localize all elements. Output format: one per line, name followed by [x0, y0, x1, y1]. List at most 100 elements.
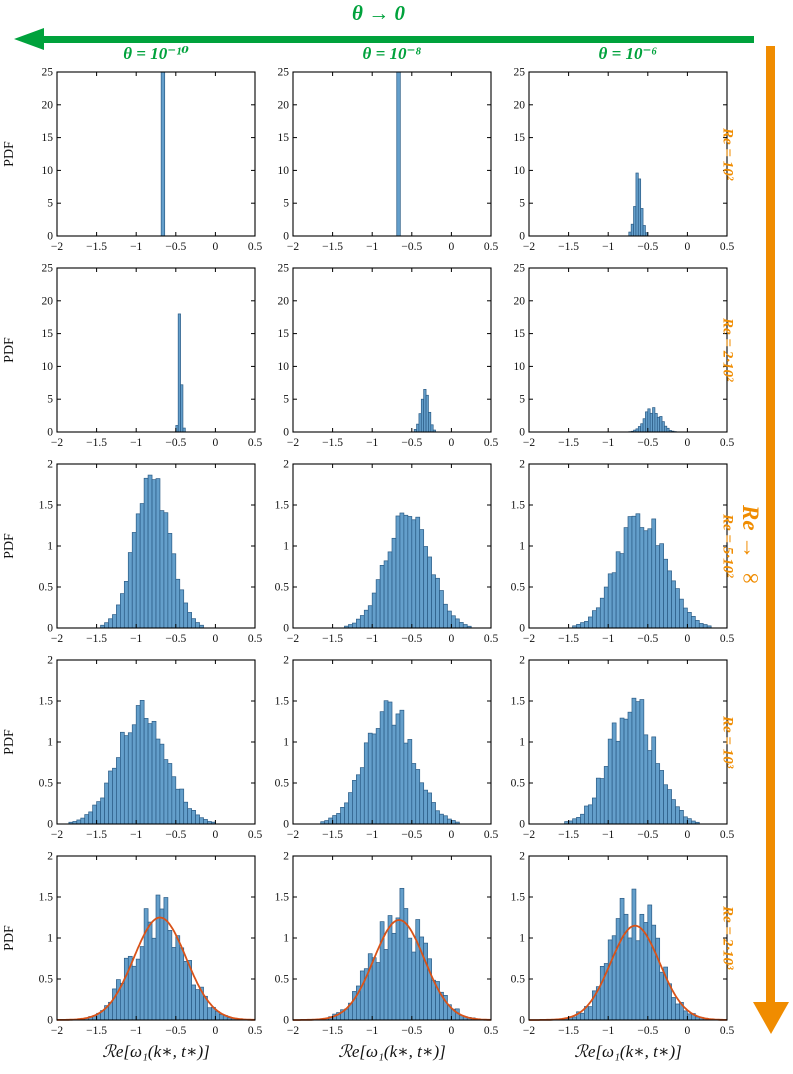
histogram-panel-r2c3: −2 −1.5 −1 −0.5 0 0.5 0 5 10 15 20 25: [514, 263, 735, 450]
svg-text:0: 0: [283, 819, 289, 831]
svg-text:2: 2: [47, 655, 53, 667]
svg-text:0.5: 0.5: [720, 829, 735, 841]
svg-text:1: 1: [283, 737, 289, 749]
svg-text:1: 1: [47, 933, 53, 945]
row-label-re-1: Re = 10²: [719, 127, 736, 181]
svg-text:0.5: 0.5: [484, 633, 499, 645]
histogram-panel-r5c3: −2 −1.5 −1 −0.5 0 0.5 0 0.5 1 1.5 2: [511, 851, 735, 1038]
svg-text:0: 0: [519, 1015, 525, 1027]
svg-text:0: 0: [685, 437, 691, 449]
svg-text:5: 5: [47, 198, 53, 210]
svg-text:0: 0: [213, 1025, 219, 1037]
svg-text:0: 0: [47, 1015, 53, 1027]
svg-text:2: 2: [519, 851, 525, 863]
svg-text:0.5: 0.5: [511, 582, 526, 594]
y-axis-label-pdf: PDF: [2, 729, 17, 755]
svg-text:−1: −1: [130, 1025, 142, 1037]
svg-text:15: 15: [514, 328, 526, 340]
svg-text:5: 5: [519, 394, 525, 406]
svg-text:−1.5: −1.5: [322, 1025, 343, 1037]
histogram-panel-r2c1: −2 −1.5 −1 −0.5 0 0.5 0 5 10 15 20 25: [42, 263, 263, 450]
svg-text:−1: −1: [366, 829, 378, 841]
svg-text:0: 0: [519, 231, 525, 243]
svg-text:25: 25: [514, 263, 526, 275]
svg-text:−2: −2: [287, 829, 299, 841]
svg-text:0.5: 0.5: [275, 778, 290, 790]
svg-text:0.5: 0.5: [720, 633, 735, 645]
svg-text:1.5: 1.5: [39, 892, 54, 904]
column-title-theta-1e-8: θ = 10⁻⁸: [362, 44, 422, 63]
svg-text:0: 0: [47, 819, 53, 831]
svg-text:0.5: 0.5: [248, 829, 263, 841]
row-label-re-3: Re = 5·10²: [719, 514, 736, 578]
svg-text:−2: −2: [287, 633, 299, 645]
svg-text:−1.5: −1.5: [558, 1025, 579, 1037]
svg-text:0: 0: [519, 427, 525, 439]
svg-text:−0.5: −0.5: [401, 1025, 422, 1037]
histogram-panel-r4c3: −2 −1.5 −1 −0.5 0 0.5 0 0.5 1 1.5 2: [511, 655, 735, 842]
svg-text:15: 15: [514, 132, 526, 144]
y-axis-label-pdf: PDF: [2, 925, 17, 951]
histogram-panel-r3c1: −2 −1.5 −1 −0.5 0 0.5 0 0.5 1 1.5 2: [39, 459, 263, 646]
svg-text:0: 0: [519, 819, 525, 831]
svg-text:20: 20: [514, 99, 526, 111]
svg-text:−1: −1: [130, 241, 142, 253]
y-axis-label-pdf: PDF: [2, 533, 17, 559]
row-label-re-2: Re = 2·10²: [719, 318, 736, 382]
svg-text:0: 0: [283, 427, 289, 439]
svg-text:−1: −1: [602, 1025, 614, 1037]
svg-text:−2: −2: [287, 241, 299, 253]
histogram-panel-r3c2: −2 −1.5 −1 −0.5 0 0.5 0 0.5 1 1.5 2: [275, 459, 499, 646]
re-arrow-shaft-vertical: [766, 46, 775, 1004]
svg-text:2: 2: [47, 851, 53, 863]
theta-limit-label: θ → 0: [352, 1, 405, 25]
svg-text:0: 0: [449, 829, 455, 841]
svg-text:−1.5: −1.5: [86, 437, 107, 449]
svg-text:0: 0: [283, 1015, 289, 1027]
svg-text:−1: −1: [130, 829, 142, 841]
svg-text:1: 1: [47, 737, 53, 749]
histogram-panel-r1c3: −2 −1.5 −1 −0.5 0 0.5 0 5 10 15 20 25: [514, 67, 735, 254]
svg-text:20: 20: [42, 99, 54, 111]
svg-text:10: 10: [278, 361, 290, 373]
svg-text:−0.5: −0.5: [165, 437, 186, 449]
svg-text:1.5: 1.5: [39, 696, 54, 708]
svg-text:15: 15: [278, 132, 290, 144]
svg-text:20: 20: [514, 295, 526, 307]
svg-text:0: 0: [449, 241, 455, 253]
svg-text:−1: −1: [366, 241, 378, 253]
svg-text:−1: −1: [602, 241, 614, 253]
svg-text:0: 0: [685, 829, 691, 841]
svg-text:0.5: 0.5: [484, 829, 499, 841]
svg-text:0.5: 0.5: [248, 633, 263, 645]
histogram-panel-r4c2: −2 −1.5 −1 −0.5 0 0.5 0 0.5 1 1.5 2: [275, 655, 499, 842]
svg-text:0.5: 0.5: [39, 582, 54, 594]
svg-text:0: 0: [449, 1025, 455, 1037]
svg-text:20: 20: [278, 99, 290, 111]
svg-text:−1: −1: [602, 437, 614, 449]
svg-text:−2: −2: [51, 633, 63, 645]
svg-text:0: 0: [685, 1025, 691, 1037]
svg-text:−2: −2: [287, 1025, 299, 1037]
svg-text:−2: −2: [523, 1025, 535, 1037]
svg-text:−2: −2: [287, 437, 299, 449]
svg-text:−1: −1: [366, 633, 378, 645]
svg-text:0.5: 0.5: [39, 974, 54, 986]
svg-text:0: 0: [47, 427, 53, 439]
svg-text:0: 0: [47, 623, 53, 635]
panel-grid: −2 −1.5 −1 −0.5 0 0.5 0 5 10 15 20 25 −2 −1.5 −1 −0.5 0…: [24, 66, 735, 1046]
svg-text:10: 10: [514, 165, 526, 177]
svg-text:0: 0: [685, 241, 691, 253]
svg-text:0: 0: [283, 623, 289, 635]
arrow-head-down-icon: [753, 1002, 789, 1034]
row-label-re-5: Re = 2·10³: [719, 906, 736, 970]
svg-text:10: 10: [42, 165, 54, 177]
svg-text:−1: −1: [130, 633, 142, 645]
svg-text:10: 10: [514, 361, 526, 373]
arrow-shaft-horizontal: [44, 35, 754, 43]
svg-text:−1: −1: [130, 437, 142, 449]
svg-text:0.5: 0.5: [248, 241, 263, 253]
row-label-re-4: Re = 10³: [719, 715, 736, 769]
svg-text:−1.5: −1.5: [558, 241, 579, 253]
svg-text:1: 1: [47, 541, 53, 553]
